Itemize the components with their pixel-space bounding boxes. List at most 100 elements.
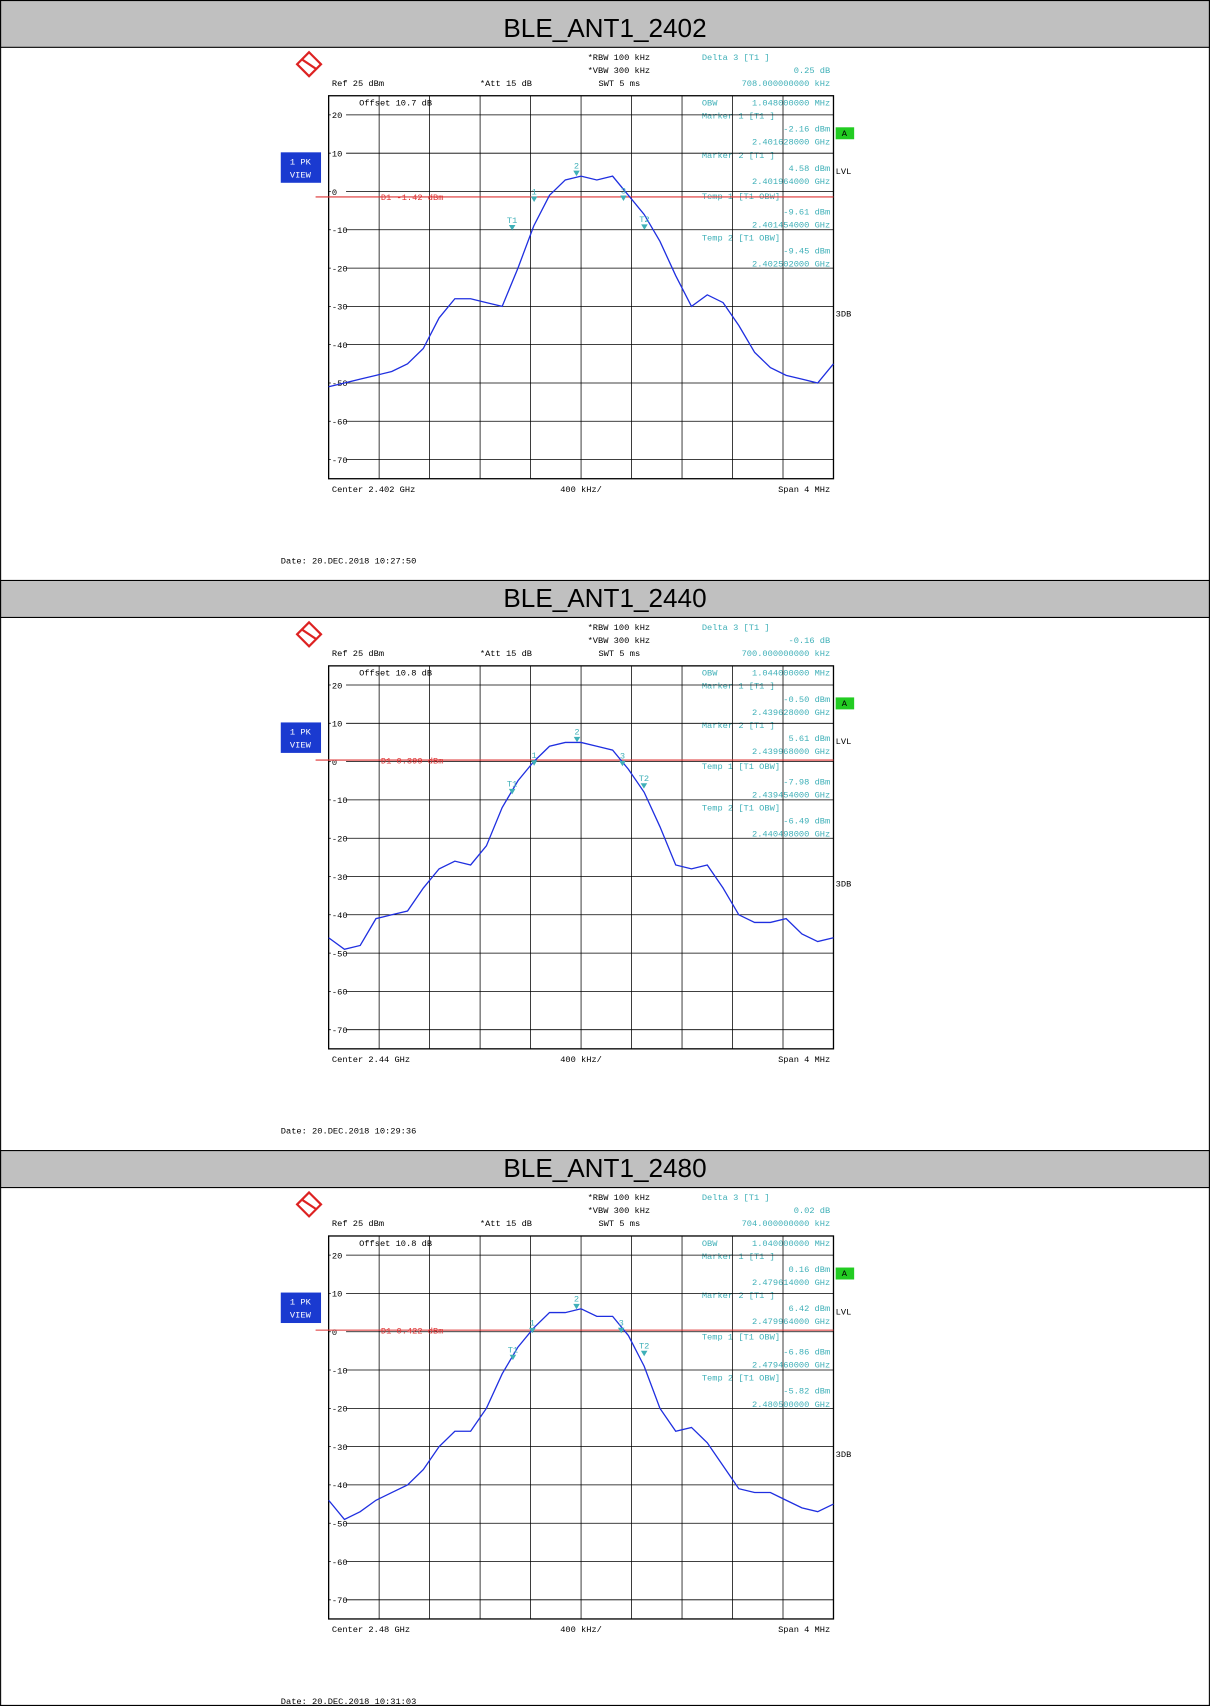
readout: 2.480500000 GHz	[752, 1400, 830, 1410]
tick-label-bg	[330, 681, 347, 690]
y-tick-label: -10	[332, 1366, 348, 1376]
side-label: VIEW	[290, 740, 312, 750]
section-header	[0, 0, 1210, 48]
tick-label-bg	[330, 1026, 347, 1035]
readout: 2.439454000 GHz	[752, 791, 830, 801]
marker-label: 3	[619, 1319, 624, 1329]
y-tick-label: -30	[332, 303, 348, 313]
setting: *RBW 100 kHz	[588, 1193, 651, 1203]
tick-label-bg	[330, 1519, 347, 1528]
tick-label-bg	[330, 720, 347, 728]
marker	[620, 195, 627, 201]
trace	[328, 741, 834, 950]
marker-label: T1	[508, 1346, 518, 1356]
tick-label-bg	[330, 188, 347, 196]
y-tick-label: -40	[332, 341, 348, 351]
readout: Temp 2 [T1 OBW]	[702, 233, 780, 243]
readout: -0.16 dB	[788, 636, 830, 646]
setting: SWT 5 ms	[598, 79, 640, 89]
setting: Offset 10.8 dB	[359, 669, 432, 679]
display-line-label: D1 -1.42 dBm	[381, 193, 444, 203]
tick-label-bg	[330, 1443, 347, 1451]
readout: 2.479964000 GHz	[752, 1317, 830, 1327]
tick-label-bg	[330, 1405, 347, 1413]
marker-label: T1	[507, 216, 517, 226]
footer-label: Span 4 MHz	[778, 485, 830, 495]
footer-label: 400 kHz/	[560, 1625, 602, 1635]
setting: *Att 15 dB	[480, 79, 532, 89]
readout: -9.61 dBm	[783, 207, 830, 217]
y-tick-label: 10	[332, 1290, 342, 1300]
marker-label: 3	[620, 752, 625, 762]
readout: 2.439628000 GHz	[752, 708, 830, 718]
limit-badge	[835, 697, 855, 710]
marker	[573, 1303, 580, 1310]
footer-label: 400 kHz/	[560, 1055, 602, 1065]
tick-label-bg	[330, 1328, 347, 1337]
side-label: LVL	[836, 167, 852, 177]
trace-badge	[280, 152, 322, 183]
side-label: LVL	[836, 737, 852, 747]
readout: -5.82 dBm	[783, 1387, 830, 1397]
tick-label-bg	[330, 758, 347, 766]
side-label: A	[842, 129, 848, 139]
tick-label-bg	[330, 303, 347, 311]
setting: Ref 25 dBm	[332, 649, 384, 659]
readout: 2.479460000 GHz	[752, 1361, 830, 1371]
section-header	[0, 1150, 1210, 1189]
tick-label-bg	[330, 911, 347, 920]
marker	[529, 1327, 536, 1334]
side-label: 3DB	[836, 1450, 852, 1460]
y-tick-label: 20	[332, 1251, 342, 1261]
readout: 1.048000000 MHz	[752, 99, 830, 109]
readout: -6.86 dBm	[783, 1348, 830, 1358]
tick-label-bg	[330, 949, 347, 958]
readout: 2.402502000 GHz	[752, 260, 830, 270]
trace	[328, 175, 834, 388]
marker	[508, 788, 516, 795]
spectrum-plot: *RBW 100 kHz *VBW 300 kHz SWT 5 ms Ref 25 d…	[280, 620, 855, 1137]
side-label: 1 PK	[290, 157, 312, 167]
y-tick-label: 0	[332, 188, 337, 198]
y-tick-label: 0	[332, 758, 337, 768]
tick-label-bg	[330, 418, 347, 426]
marker	[640, 1350, 648, 1357]
marker	[617, 1327, 625, 1334]
y-tick-label: 20	[332, 681, 342, 691]
readout: OBW	[702, 1239, 718, 1249]
section-title: BLE_ANT1_2440	[503, 583, 706, 613]
readout: OBW	[702, 99, 718, 109]
readout: Delta 3 [T1 ]	[702, 1193, 770, 1203]
y-tick-label: -40	[332, 1481, 348, 1491]
setting: *RBW 100 kHz	[588, 53, 651, 63]
tick-label-bg	[330, 456, 347, 464]
readout: 0.16 dBm	[788, 1265, 830, 1275]
footer-label: Span 4 MHz	[778, 1625, 830, 1635]
setting: *VBW 300 kHz	[588, 636, 651, 646]
y-tick-label: -60	[332, 988, 348, 998]
footer-label: Center 2.44 GHz	[332, 1055, 410, 1065]
setting: *VBW 300 kHz	[588, 66, 651, 76]
setting: Ref 25 dBm	[332, 1219, 384, 1229]
marker-label: 3	[621, 186, 626, 196]
readout: 2.439968000 GHz	[752, 747, 830, 757]
side-label: VIEW	[290, 1311, 312, 1321]
readout: Marker 2 [T1 ]	[702, 1291, 775, 1301]
date: Date: 20.DEC.2018 10:31:03	[281, 1697, 417, 1706]
side-label: 3DB	[836, 310, 852, 320]
marker	[573, 736, 581, 743]
readout: 4.58 dBm	[788, 164, 830, 174]
setting: *VBW 300 kHz	[588, 1206, 651, 1216]
y-tick-label: -20	[332, 1405, 348, 1415]
readout: 5.61 dBm	[788, 734, 830, 744]
readout: Marker 2 [T1 ]	[702, 721, 775, 731]
tick-label-bg	[330, 834, 347, 843]
marker-label: 1	[530, 1319, 535, 1329]
marker-label: 2	[574, 162, 579, 172]
marker	[619, 760, 626, 767]
y-tick-label: -30	[332, 1443, 348, 1453]
readout: -7.98 dBm	[783, 777, 830, 787]
y-tick-label: -20	[332, 264, 348, 274]
side-label: A	[842, 699, 848, 709]
